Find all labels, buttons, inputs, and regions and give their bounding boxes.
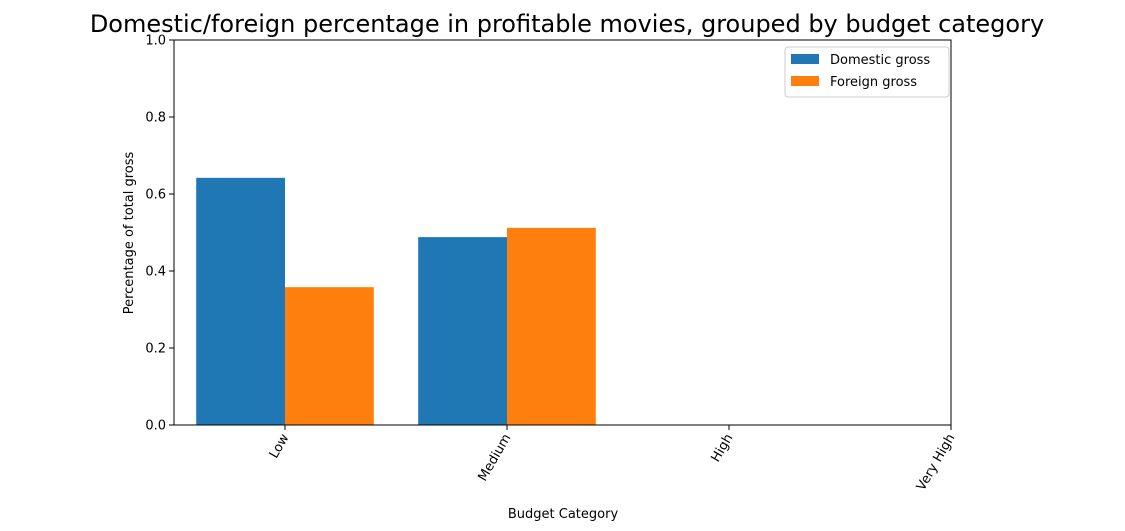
y-tick-label: 0.0 xyxy=(145,419,166,434)
legend-swatch-domestic-gross xyxy=(791,54,819,64)
bar-foreign-gross-low xyxy=(285,287,374,425)
plot-area: 0.0 0.2 0.4 0.6 0.8 1.0 Low Medium High Very High xyxy=(145,34,958,494)
x-tick-label-very-high: Very High xyxy=(914,432,958,494)
legend-swatch-foreign-gross xyxy=(791,76,819,86)
x-tick-label-low: Low xyxy=(267,431,293,461)
y-tick-label: 0.4 xyxy=(145,265,166,280)
y-tick-label: 0.8 xyxy=(145,111,166,126)
legend-label-foreign-gross: Foreign gross xyxy=(830,75,917,90)
y-axis-label: Percentage of total gross xyxy=(122,151,137,314)
bar-domestic-gross-low xyxy=(196,177,285,425)
plot-frame xyxy=(173,39,952,426)
y-tick-label: 0.2 xyxy=(145,342,166,357)
bar-domestic-gross-medium xyxy=(418,237,507,425)
chart-title: Domestic/foreign percentage in profitabl… xyxy=(90,10,1044,38)
x-tick-label-high: High xyxy=(709,432,737,465)
x-tick-label-medium: Medium xyxy=(475,432,514,485)
y-tick-label: 1.0 xyxy=(145,34,166,49)
y-tick-label: 0.6 xyxy=(145,188,166,203)
bar-foreign-gross-medium xyxy=(507,227,596,425)
x-axis-label: Budget Category xyxy=(508,507,619,522)
legend-box xyxy=(784,46,950,98)
legend-label-domestic-gross: Domestic gross xyxy=(830,53,930,68)
legend: Domestic gross Foreign gross xyxy=(784,46,950,98)
